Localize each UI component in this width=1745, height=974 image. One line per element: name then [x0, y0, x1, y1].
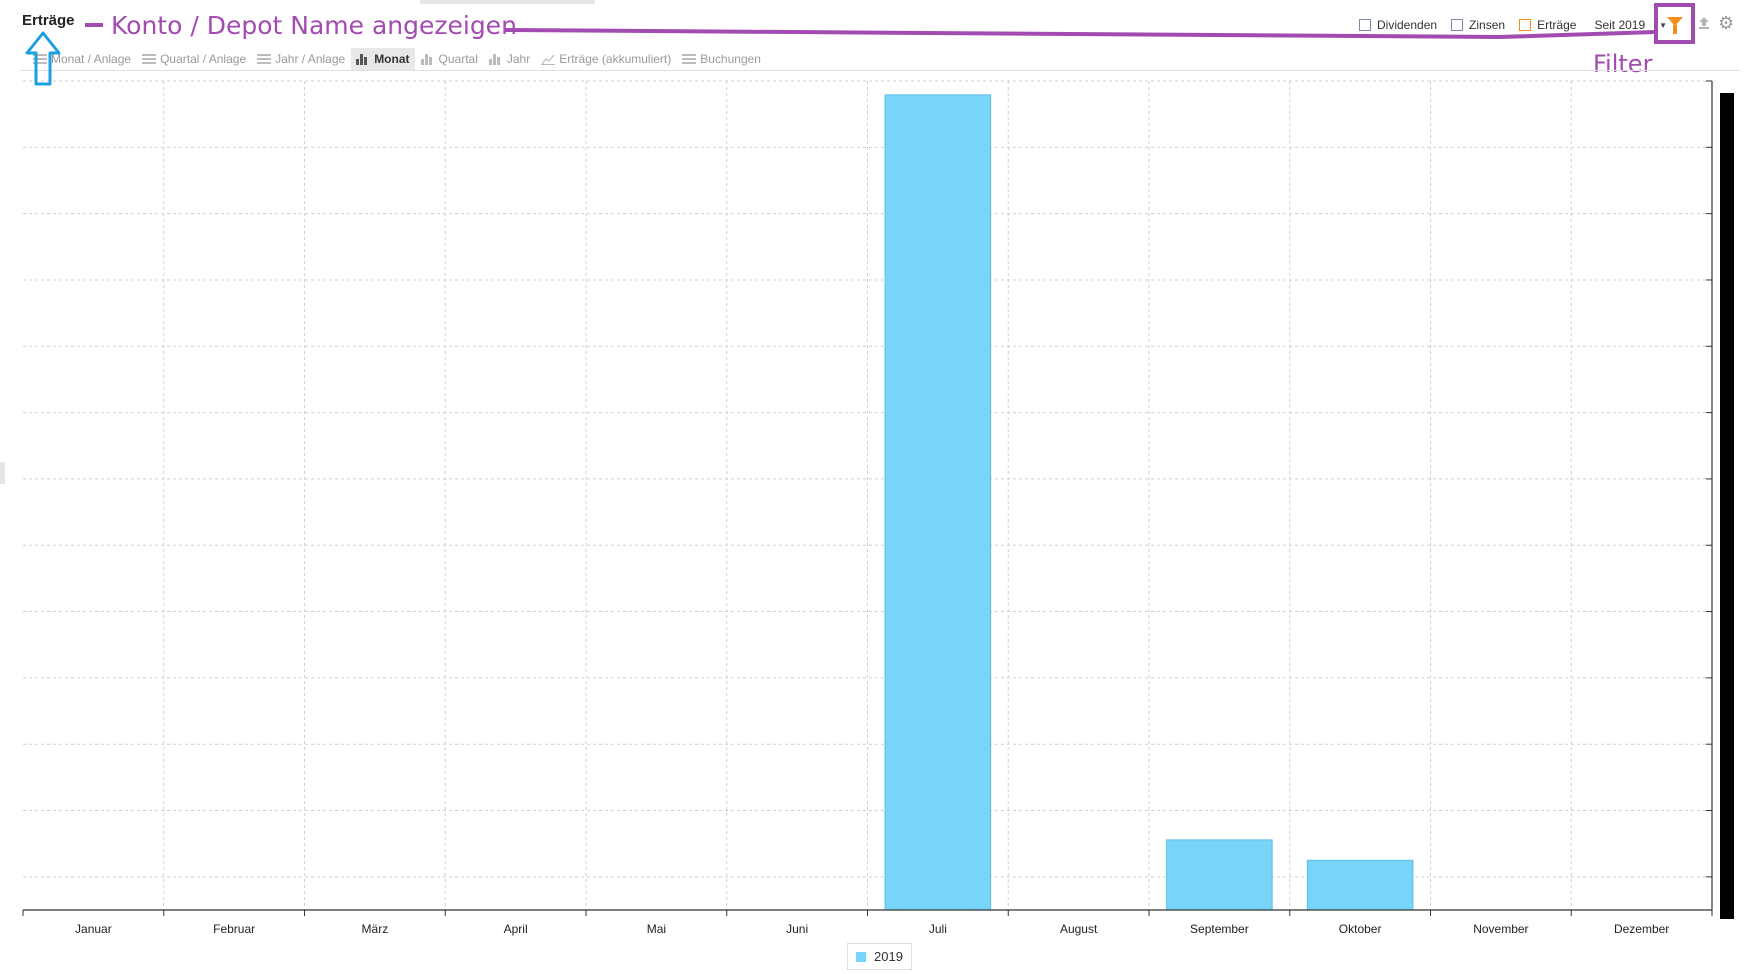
- annotation-filter-text: Filter: [1593, 50, 1653, 78]
- chart-axis: [22, 81, 1713, 916]
- checkbox-label: Erträge: [1537, 18, 1577, 32]
- x-tick-label: Dezember: [1614, 922, 1669, 936]
- tab-buchungen[interactable]: Buchungen: [677, 48, 766, 70]
- tab-label: Buchungen: [700, 52, 761, 66]
- legend-label: 2019: [874, 949, 903, 964]
- export-icon[interactable]: [1697, 16, 1711, 30]
- tab-label: Quartal / Anlage: [160, 52, 247, 66]
- list-icon: [33, 53, 47, 65]
- annotation-konto-text: Konto / Depot Name angezeigen: [111, 11, 517, 40]
- tab-quartal[interactable]: Quartal: [416, 48, 483, 70]
- tab-label: Monat: [374, 52, 410, 66]
- x-tick-label: November: [1473, 922, 1528, 936]
- checkbox-icon[interactable]: [1451, 19, 1464, 31]
- gear-icon[interactable]: ⚙: [1718, 13, 1735, 33]
- plot-top-border: [20, 70, 1740, 71]
- top-divider: [420, 0, 595, 4]
- checkbox-ertraege[interactable]: Erträge: [1519, 18, 1576, 32]
- filter-icon: [1666, 17, 1683, 34]
- bar: [1166, 839, 1273, 911]
- toolbar: Dividenden Zinsen Erträge Seit 2019 ▼: [1359, 15, 1667, 35]
- period-value: Seit 2019: [1594, 18, 1646, 32]
- tab-label: Jahr / Anlage: [275, 52, 346, 66]
- x-tick-label: Oktober: [1339, 922, 1382, 936]
- chart-bars: [884, 94, 1414, 911]
- chart-x-labels: Januar Februar März April Mai Juni Juli August S…: [75, 922, 1669, 936]
- chart-grid: [23, 80, 1713, 910]
- tab-quartal-anlage[interactable]: Quartal / Anlage: [137, 48, 251, 70]
- tab-jahr-anlage[interactable]: Jahr / Anlage: [252, 48, 350, 70]
- bar: [1306, 859, 1414, 911]
- bar-chart-icon: [420, 53, 435, 65]
- left-edge-handle: [0, 462, 5, 484]
- x-tick-label: September: [1190, 922, 1249, 936]
- x-tick-label: Februar: [213, 922, 255, 936]
- tab-label: Jahr: [506, 52, 531, 66]
- x-tick-label: April: [504, 922, 528, 936]
- checkbox-label: Dividenden: [1377, 18, 1438, 32]
- list-icon: [257, 53, 272, 65]
- bar-chart-icon: [356, 53, 370, 65]
- tab-erträge-akkumuliert[interactable]: Erträge (akkumuliert): [536, 48, 676, 70]
- tab-label: Monat / Anlage: [51, 52, 132, 66]
- list-icon: [142, 53, 157, 65]
- scrollbar[interactable]: [1720, 93, 1734, 919]
- tab-monat[interactable]: Monat: [351, 48, 415, 70]
- checkbox-label: Zinsen: [1469, 18, 1506, 32]
- x-tick-label: August: [1060, 922, 1098, 936]
- line-chart-icon: [541, 53, 556, 65]
- checkbox-icon[interactable]: [1519, 19, 1532, 31]
- bar: [884, 94, 992, 911]
- checkbox-zinsen[interactable]: Zinsen: [1451, 18, 1505, 32]
- x-tick-label: März: [362, 922, 389, 936]
- bar-chart-icon: [488, 53, 503, 65]
- chart-annotations: [25, 23, 1655, 86]
- filter-button[interactable]: [1654, 3, 1695, 44]
- page-title: Erträge: [22, 12, 75, 29]
- x-tick-label: Juni: [786, 922, 808, 936]
- annotation-connector-line: [504, 28, 1655, 40]
- tab-label: Erträge (akkumuliert): [559, 52, 672, 66]
- x-tick-label: Juli: [929, 922, 947, 936]
- tab-label: Quartal: [438, 52, 478, 66]
- list-icon: [682, 53, 697, 65]
- checkbox-dividenden[interactable]: Dividenden: [1359, 18, 1437, 32]
- view-tabs: Monat / Anlage Quartal / Anlage Jahr / Anl…: [28, 48, 767, 70]
- tab-jahr[interactable]: Jahr: [484, 48, 535, 70]
- period-select[interactable]: Seit 2019 ▼: [1594, 18, 1667, 32]
- checkbox-icon[interactable]: [1359, 19, 1371, 31]
- arrow-up-icon: [25, 31, 61, 86]
- chart-legend[interactable]: 2019: [847, 943, 912, 970]
- chevron-down-icon[interactable]: ▼: [1659, 20, 1668, 30]
- legend-swatch: [856, 951, 867, 962]
- x-tick-label: Mai: [647, 922, 666, 936]
- tab-monat-anlage[interactable]: Monat / Anlage: [28, 48, 136, 70]
- x-tick-label: Januar: [75, 922, 112, 936]
